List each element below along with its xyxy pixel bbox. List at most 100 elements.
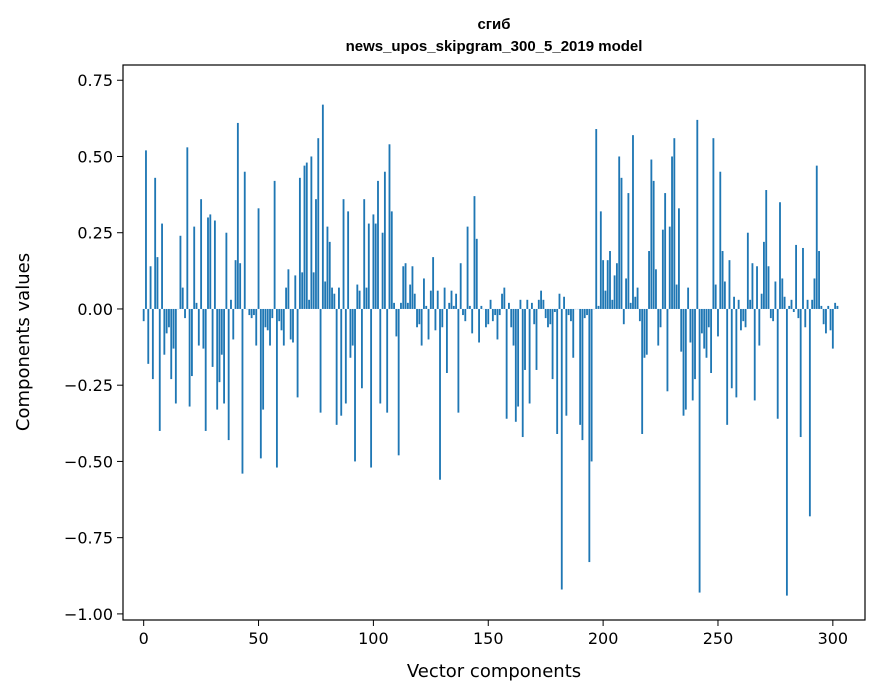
bar <box>749 300 751 309</box>
bar <box>145 150 147 309</box>
bar <box>837 306 839 309</box>
bar <box>591 309 593 461</box>
bar <box>559 294 561 309</box>
bar <box>205 309 207 431</box>
bar <box>616 263 618 309</box>
bar <box>198 309 200 346</box>
bar <box>795 245 797 309</box>
bar <box>345 309 347 404</box>
bar <box>531 303 533 309</box>
bar <box>281 309 283 330</box>
bar <box>262 309 264 410</box>
bar <box>310 156 312 308</box>
bar <box>343 199 345 309</box>
bar <box>359 291 361 309</box>
bar <box>758 309 760 346</box>
bar <box>405 263 407 309</box>
bar <box>816 166 818 309</box>
bar <box>386 309 388 413</box>
bar <box>634 297 636 309</box>
bar <box>536 309 538 370</box>
bar <box>214 221 216 309</box>
bar <box>416 309 418 327</box>
bar <box>710 309 712 373</box>
bar <box>664 193 666 309</box>
bar <box>186 147 188 309</box>
bar <box>453 306 455 309</box>
bar <box>827 306 829 309</box>
bar <box>412 266 414 309</box>
bar <box>400 303 402 309</box>
bar <box>632 135 634 309</box>
bar <box>467 227 469 309</box>
bar <box>602 260 604 309</box>
bar <box>609 251 611 309</box>
bar <box>269 309 271 346</box>
bar <box>706 309 708 358</box>
bar <box>726 309 728 425</box>
bar <box>768 266 770 309</box>
bar <box>159 309 161 431</box>
bar <box>324 282 326 309</box>
bar <box>393 303 395 309</box>
bar <box>331 288 333 309</box>
bar <box>200 199 202 309</box>
bar <box>834 303 836 309</box>
bar <box>549 309 551 324</box>
bar <box>637 288 639 309</box>
bar <box>184 309 186 318</box>
bar <box>568 309 570 315</box>
bar <box>297 309 299 397</box>
bar <box>793 309 795 312</box>
bar <box>292 309 294 343</box>
bar <box>508 303 510 309</box>
bar <box>807 300 809 309</box>
bar <box>285 288 287 309</box>
bar <box>191 309 193 376</box>
bar <box>582 309 584 440</box>
bar <box>274 181 276 309</box>
bar <box>630 303 632 309</box>
x-tick-label: 50 <box>248 629 268 648</box>
bar <box>595 129 597 309</box>
bar <box>441 309 443 327</box>
bar <box>648 251 650 309</box>
bar <box>290 309 292 339</box>
bar <box>800 309 802 437</box>
bar <box>228 309 230 440</box>
bar <box>271 309 273 318</box>
bar <box>157 257 159 309</box>
bar <box>372 214 374 309</box>
bar <box>283 309 285 346</box>
bar <box>667 309 669 391</box>
bar <box>708 309 710 327</box>
bar <box>639 309 641 321</box>
bar <box>354 309 356 461</box>
bar <box>680 309 682 352</box>
bar <box>471 309 473 333</box>
bar <box>540 291 542 309</box>
bar <box>820 306 822 309</box>
bar <box>462 309 464 315</box>
bar <box>669 227 671 309</box>
bar <box>529 309 531 404</box>
bar <box>717 309 719 336</box>
bars-layer <box>143 105 839 596</box>
bar <box>570 309 572 321</box>
bar <box>501 294 503 309</box>
bar <box>678 208 680 309</box>
bar <box>299 178 301 309</box>
bar <box>161 224 163 309</box>
bar <box>671 156 673 308</box>
bar <box>221 309 223 355</box>
bar <box>524 309 526 370</box>
bar <box>545 309 547 318</box>
bar <box>147 309 149 364</box>
bar <box>253 309 255 315</box>
bar <box>556 309 558 434</box>
bar <box>662 230 664 309</box>
bar <box>745 309 747 327</box>
bar <box>193 227 195 309</box>
bar <box>451 291 453 309</box>
